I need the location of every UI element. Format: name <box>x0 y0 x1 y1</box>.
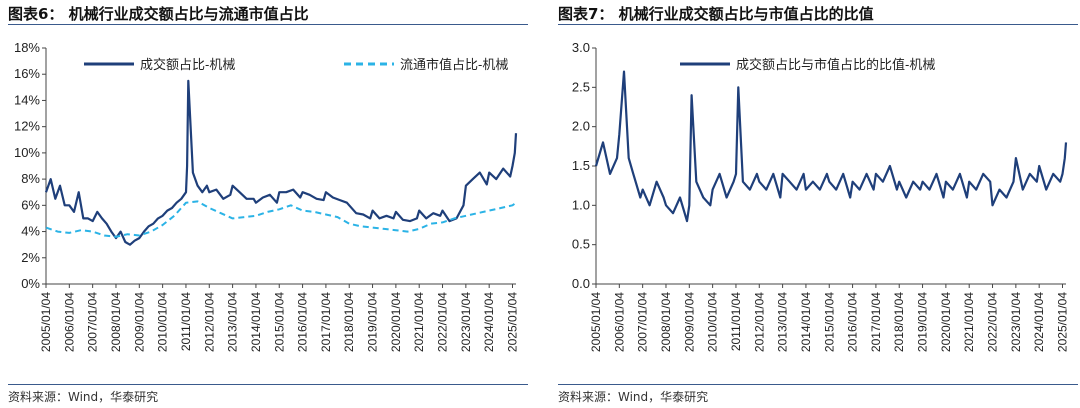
x-tick-label: 2018/01/04 <box>342 292 356 352</box>
y-tick-label: 2.5 <box>572 79 590 94</box>
legend-label-0: 成交额占比-机械 <box>140 57 235 72</box>
series-line-1 <box>45 200 517 238</box>
x-tick-label: 2016/01/04 <box>846 292 860 352</box>
x-tick-label: 2012/01/04 <box>202 292 216 352</box>
x-tick-label: 2005/01/04 <box>39 292 53 352</box>
x-tick-label: 2024/01/04 <box>1032 292 1046 352</box>
y-tick-label: 10% <box>14 145 40 160</box>
x-tick-label: 2019/01/04 <box>366 292 380 352</box>
x-tick-label: 2018/01/04 <box>892 292 906 352</box>
chart-source: 资料来源：Wind，华泰研究 <box>558 390 709 404</box>
x-tick-label: 2024/01/04 <box>482 292 496 352</box>
x-tick-label: 2023/01/04 <box>1009 292 1023 352</box>
x-tick-label: 2017/01/04 <box>869 292 883 352</box>
x-tick-label: 2014/01/04 <box>799 292 813 352</box>
x-tick-label: 2021/01/04 <box>412 292 426 352</box>
right-panel: 图表7： 机械行业成交额占比与市值占比的比值 0.0 0.5 1.0 1.5 2.0 2.… <box>550 0 1080 408</box>
y-tick-label: 0% <box>21 276 40 291</box>
source-rule <box>8 384 528 385</box>
x-tick-label: 2009/01/04 <box>682 292 696 352</box>
x-tick-label: 2005/01/04 <box>589 292 603 352</box>
x-tick-label: 2015/01/04 <box>822 292 836 352</box>
y-tick-label: 0.5 <box>572 237 590 252</box>
legend-label-0: 成交额占比与市值占比的比值-机械 <box>736 57 935 72</box>
y-tick-label: 14% <box>14 92 40 107</box>
title-rule <box>8 24 528 25</box>
y-tick-label: 3.0 <box>572 40 590 55</box>
y-tick-label: 1.0 <box>572 197 590 212</box>
y-tick-label: 6% <box>21 197 40 212</box>
x-tick-label: 2020/01/04 <box>939 292 953 352</box>
chart-right: 0.0 0.5 1.0 1.5 2.0 2.5 3.0 2005/01/04 2006/01/0… <box>572 40 1070 352</box>
title-rule <box>558 24 1078 25</box>
legend-label-1: 流通市值占比-机械 <box>400 57 508 72</box>
x-tick-label: 2006/01/04 <box>62 292 76 352</box>
chart-title: 图表6： 机械行业成交额占比与流通市值占比 <box>8 5 309 23</box>
x-tick-label: 2011/01/04 <box>729 292 743 351</box>
x-tick-label: 2014/01/04 <box>249 292 263 352</box>
x-tick-label: 2011/01/04 <box>179 292 193 351</box>
x-tick-label: 2023/01/04 <box>459 292 473 352</box>
x-tick-label: 2025/01/04 <box>506 292 520 352</box>
y-tick-label: 1.5 <box>572 158 590 173</box>
source-rule <box>558 384 1078 385</box>
chart-title: 图表7： 机械行业成交额占比与市值占比的比值 <box>558 5 874 23</box>
chart-left: 0% 2% 4% 6% 8% 10% 12% 14% 16% 18% 2005/01/04 2006/… <box>14 40 520 352</box>
x-tick-label: 2007/01/04 <box>86 292 100 352</box>
x-tick-label: 2022/01/04 <box>986 292 1000 352</box>
x-tick-label: 2013/01/04 <box>226 292 240 352</box>
x-tick-label: 2020/01/04 <box>389 292 403 352</box>
x-tick-label: 2009/01/04 <box>132 292 146 352</box>
x-tick-label: 2017/01/04 <box>319 292 333 352</box>
left-panel: 图表6： 机械行业成交额占比与流通市值占比 0% 2% 4% 6% 8% 10% 12% 14… <box>0 0 530 408</box>
x-tick-label: 2022/01/04 <box>436 292 450 352</box>
x-tick-label: 2010/01/04 <box>156 292 170 352</box>
x-tick-label: 2013/01/04 <box>776 292 790 352</box>
series-line-0 <box>594 70 1068 223</box>
x-tick-label: 2021/01/04 <box>962 292 976 352</box>
y-tick-label: 2.0 <box>572 119 590 134</box>
x-tick-label: 2007/01/04 <box>636 292 650 352</box>
x-tick-label: 2025/01/04 <box>1056 292 1070 352</box>
y-tick-label: 8% <box>21 171 40 186</box>
x-tick-label: 2015/01/04 <box>272 292 286 352</box>
x-tick-label: 2010/01/04 <box>706 292 720 352</box>
x-tick-label: 2019/01/04 <box>916 292 930 352</box>
x-tick-label: 2008/01/04 <box>109 292 123 352</box>
chart-source: 资料来源：Wind，华泰研究 <box>8 390 159 404</box>
y-tick-label: 0.0 <box>572 276 590 291</box>
x-tick-label: 2006/01/04 <box>612 292 626 352</box>
x-tick-label: 2012/01/04 <box>752 292 766 352</box>
y-tick-label: 12% <box>14 119 40 134</box>
series-line-0 <box>44 79 518 246</box>
y-tick-label: 2% <box>21 250 40 265</box>
x-tick-label: 2008/01/04 <box>659 292 673 352</box>
y-tick-label: 18% <box>14 40 40 55</box>
y-tick-label: 16% <box>14 66 40 81</box>
y-tick-label: 4% <box>21 224 40 239</box>
x-tick-label: 2016/01/04 <box>296 292 310 352</box>
